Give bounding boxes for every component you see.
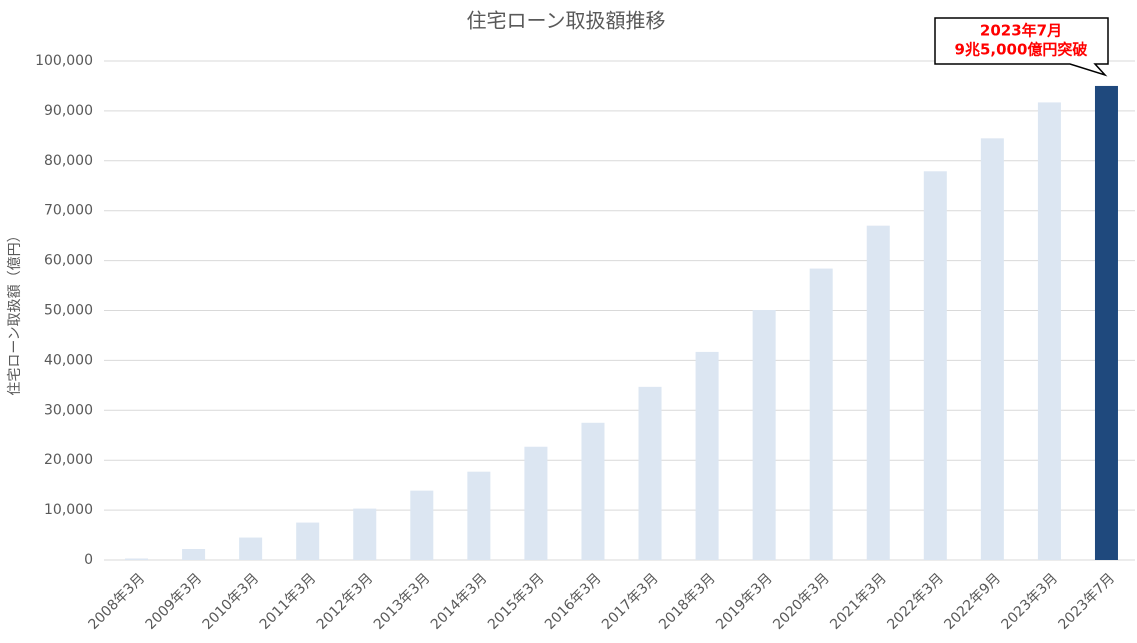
- y-tick-label: 0: [84, 552, 93, 568]
- y-tick-label: 50,000: [44, 303, 93, 319]
- bar: [467, 471, 491, 560]
- x-tick-label: 2019年3月: [713, 570, 776, 633]
- y-tick-label: 20,000: [44, 452, 93, 468]
- y-axis-label: 住宅ローン取扱額（億円）: [7, 228, 23, 395]
- x-tick-label: 2023年7月: [1056, 570, 1119, 633]
- plot: 0 10,000 20,000 30,000 40,000 50,000 60,000 70,…: [35, 53, 1135, 633]
- x-tick-label: 2011年3月: [257, 570, 320, 633]
- x-tick-label: 2017年3月: [599, 570, 662, 633]
- bar: [1037, 102, 1061, 561]
- x-tick-label: 2022年3月: [884, 570, 947, 633]
- x-tick-label: 2014年3月: [428, 570, 491, 633]
- callout-box: [934, 17, 1109, 77]
- bar: [353, 508, 377, 560]
- y-tick-label: 40,000: [44, 352, 93, 368]
- x-tick-label: 2023年3月: [998, 570, 1061, 633]
- bar: [296, 522, 320, 560]
- x-tick-label: 2009年3月: [143, 570, 206, 633]
- x-tick-label: 2015年3月: [485, 570, 548, 633]
- bar: [980, 138, 1004, 560]
- bar: [410, 490, 434, 560]
- y-tick-label: 60,000: [44, 253, 93, 269]
- y-tick-label: 80,000: [44, 153, 93, 169]
- x-tick-label: 2022年9月: [941, 570, 1004, 633]
- x-tick-label: 2020年3月: [770, 570, 833, 633]
- bar: [125, 558, 149, 560]
- bar: [1094, 85, 1118, 560]
- bar: [752, 310, 776, 560]
- y-tick-label: 100,000: [35, 53, 93, 69]
- x-tick-label: 2010年3月: [200, 570, 263, 633]
- x-tick-label: 2021年3月: [827, 570, 890, 633]
- bar: [638, 386, 662, 560]
- annotation: 2023年7月: [980, 22, 1062, 40]
- x-tick-label: 2008年3月: [86, 570, 149, 633]
- bar: [866, 225, 890, 561]
- y-tick-label: 30,000: [44, 402, 93, 418]
- y-tick-label: 70,000: [44, 203, 93, 219]
- x-tick-label: 2016年3月: [542, 570, 605, 633]
- bar: [182, 549, 206, 560]
- bar: [239, 537, 263, 560]
- y-tick-label: 90,000: [44, 103, 93, 119]
- x-tick-label: 2013年3月: [371, 570, 434, 633]
- annotation: 9兆5,000億円突破: [955, 41, 1088, 59]
- bar: [695, 351, 719, 560]
- x-tick-label: 2012年3月: [314, 570, 377, 633]
- y-tick-label: 10,000: [44, 502, 93, 518]
- bar: [923, 171, 947, 561]
- bar: [581, 422, 605, 560]
- bar: [809, 268, 833, 560]
- chart-title: 住宅ローン取扱額推移: [467, 9, 666, 33]
- x-tick-label: 2018年3月: [656, 570, 719, 633]
- bar: [524, 446, 548, 560]
